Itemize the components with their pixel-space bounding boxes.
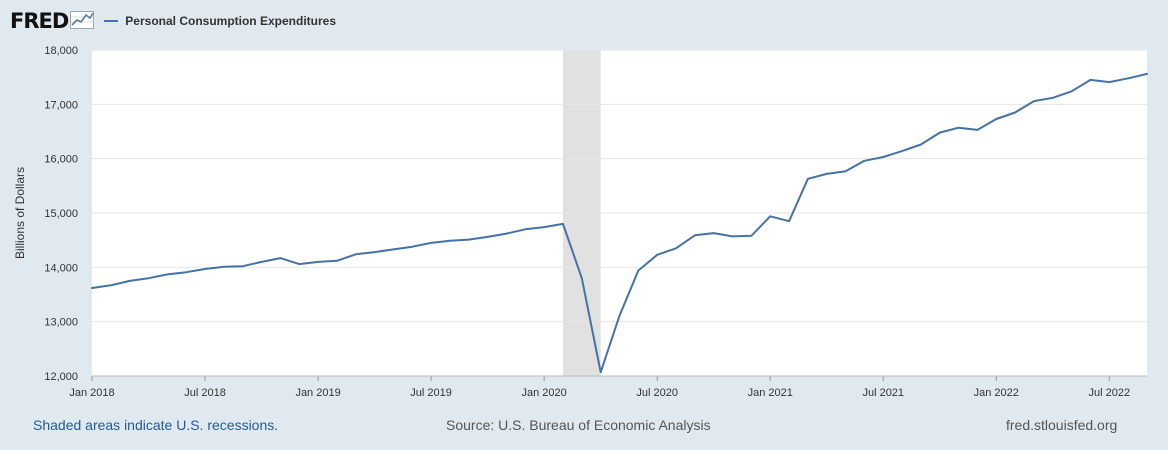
y-axis-tick-labels: 12,000 13,000 14,000 15,000 16,000 17,000 18,0… xyxy=(44,45,78,383)
y-tick-label: 15,000 xyxy=(44,208,78,220)
y-axis-label: Billions of Dollars xyxy=(13,167,27,259)
source-note: Source: U.S. Bureau of Economic Analysis xyxy=(446,417,711,433)
fred-logo[interactable]: FRED xyxy=(10,8,69,33)
line-graph-icon xyxy=(70,9,95,34)
x-tick-label: Jul 2021 xyxy=(862,387,904,399)
x-tick-label: Jul 2022 xyxy=(1089,387,1131,399)
recession-note-link[interactable]: Shaded areas indicate U.S. recessions. xyxy=(33,417,279,433)
x-tick-label: Jul 2018 xyxy=(184,387,226,399)
series-line xyxy=(91,72,1148,374)
x-tick-label: Jan 2020 xyxy=(522,387,567,399)
y-tick-label: 13,000 xyxy=(44,317,78,329)
y-tick-label: 16,000 xyxy=(44,154,78,166)
x-axis-ticks: Jan 2018 Jul 2018 Jan 2019 Jul 2019 Jan 2020… xyxy=(69,375,1147,399)
chart-header: FRED Personal Consumption Expenditures xyxy=(10,8,336,34)
x-tick-label: Jan 2019 xyxy=(295,387,340,399)
y-tick-label: 17,000 xyxy=(44,99,78,111)
x-tick-label: Jan 2018 xyxy=(69,387,114,399)
y-tick-label: 14,000 xyxy=(44,262,78,274)
x-tick-label: Jan 2021 xyxy=(748,387,793,399)
legend-line-swatch xyxy=(104,20,119,22)
x-tick-label: Jul 2019 xyxy=(410,387,452,399)
chart-legend[interactable]: Personal Consumption Expenditures xyxy=(104,14,336,28)
y-tick-label: 12,000 xyxy=(44,371,78,383)
x-tick-label: Jan 2022 xyxy=(974,387,1019,399)
series-group xyxy=(91,72,1148,374)
line-chart[interactable]: 12,000 13,000 14,000 15,000 16,000 17,000 18,0… xyxy=(0,0,1168,410)
fred-site-link[interactable]: fred.stlouisfed.org xyxy=(1006,417,1118,433)
legend-series-label: Personal Consumption Expenditures xyxy=(125,14,336,28)
y-tick-label: 18,000 xyxy=(44,45,78,57)
x-tick-label: Jul 2020 xyxy=(636,387,678,399)
